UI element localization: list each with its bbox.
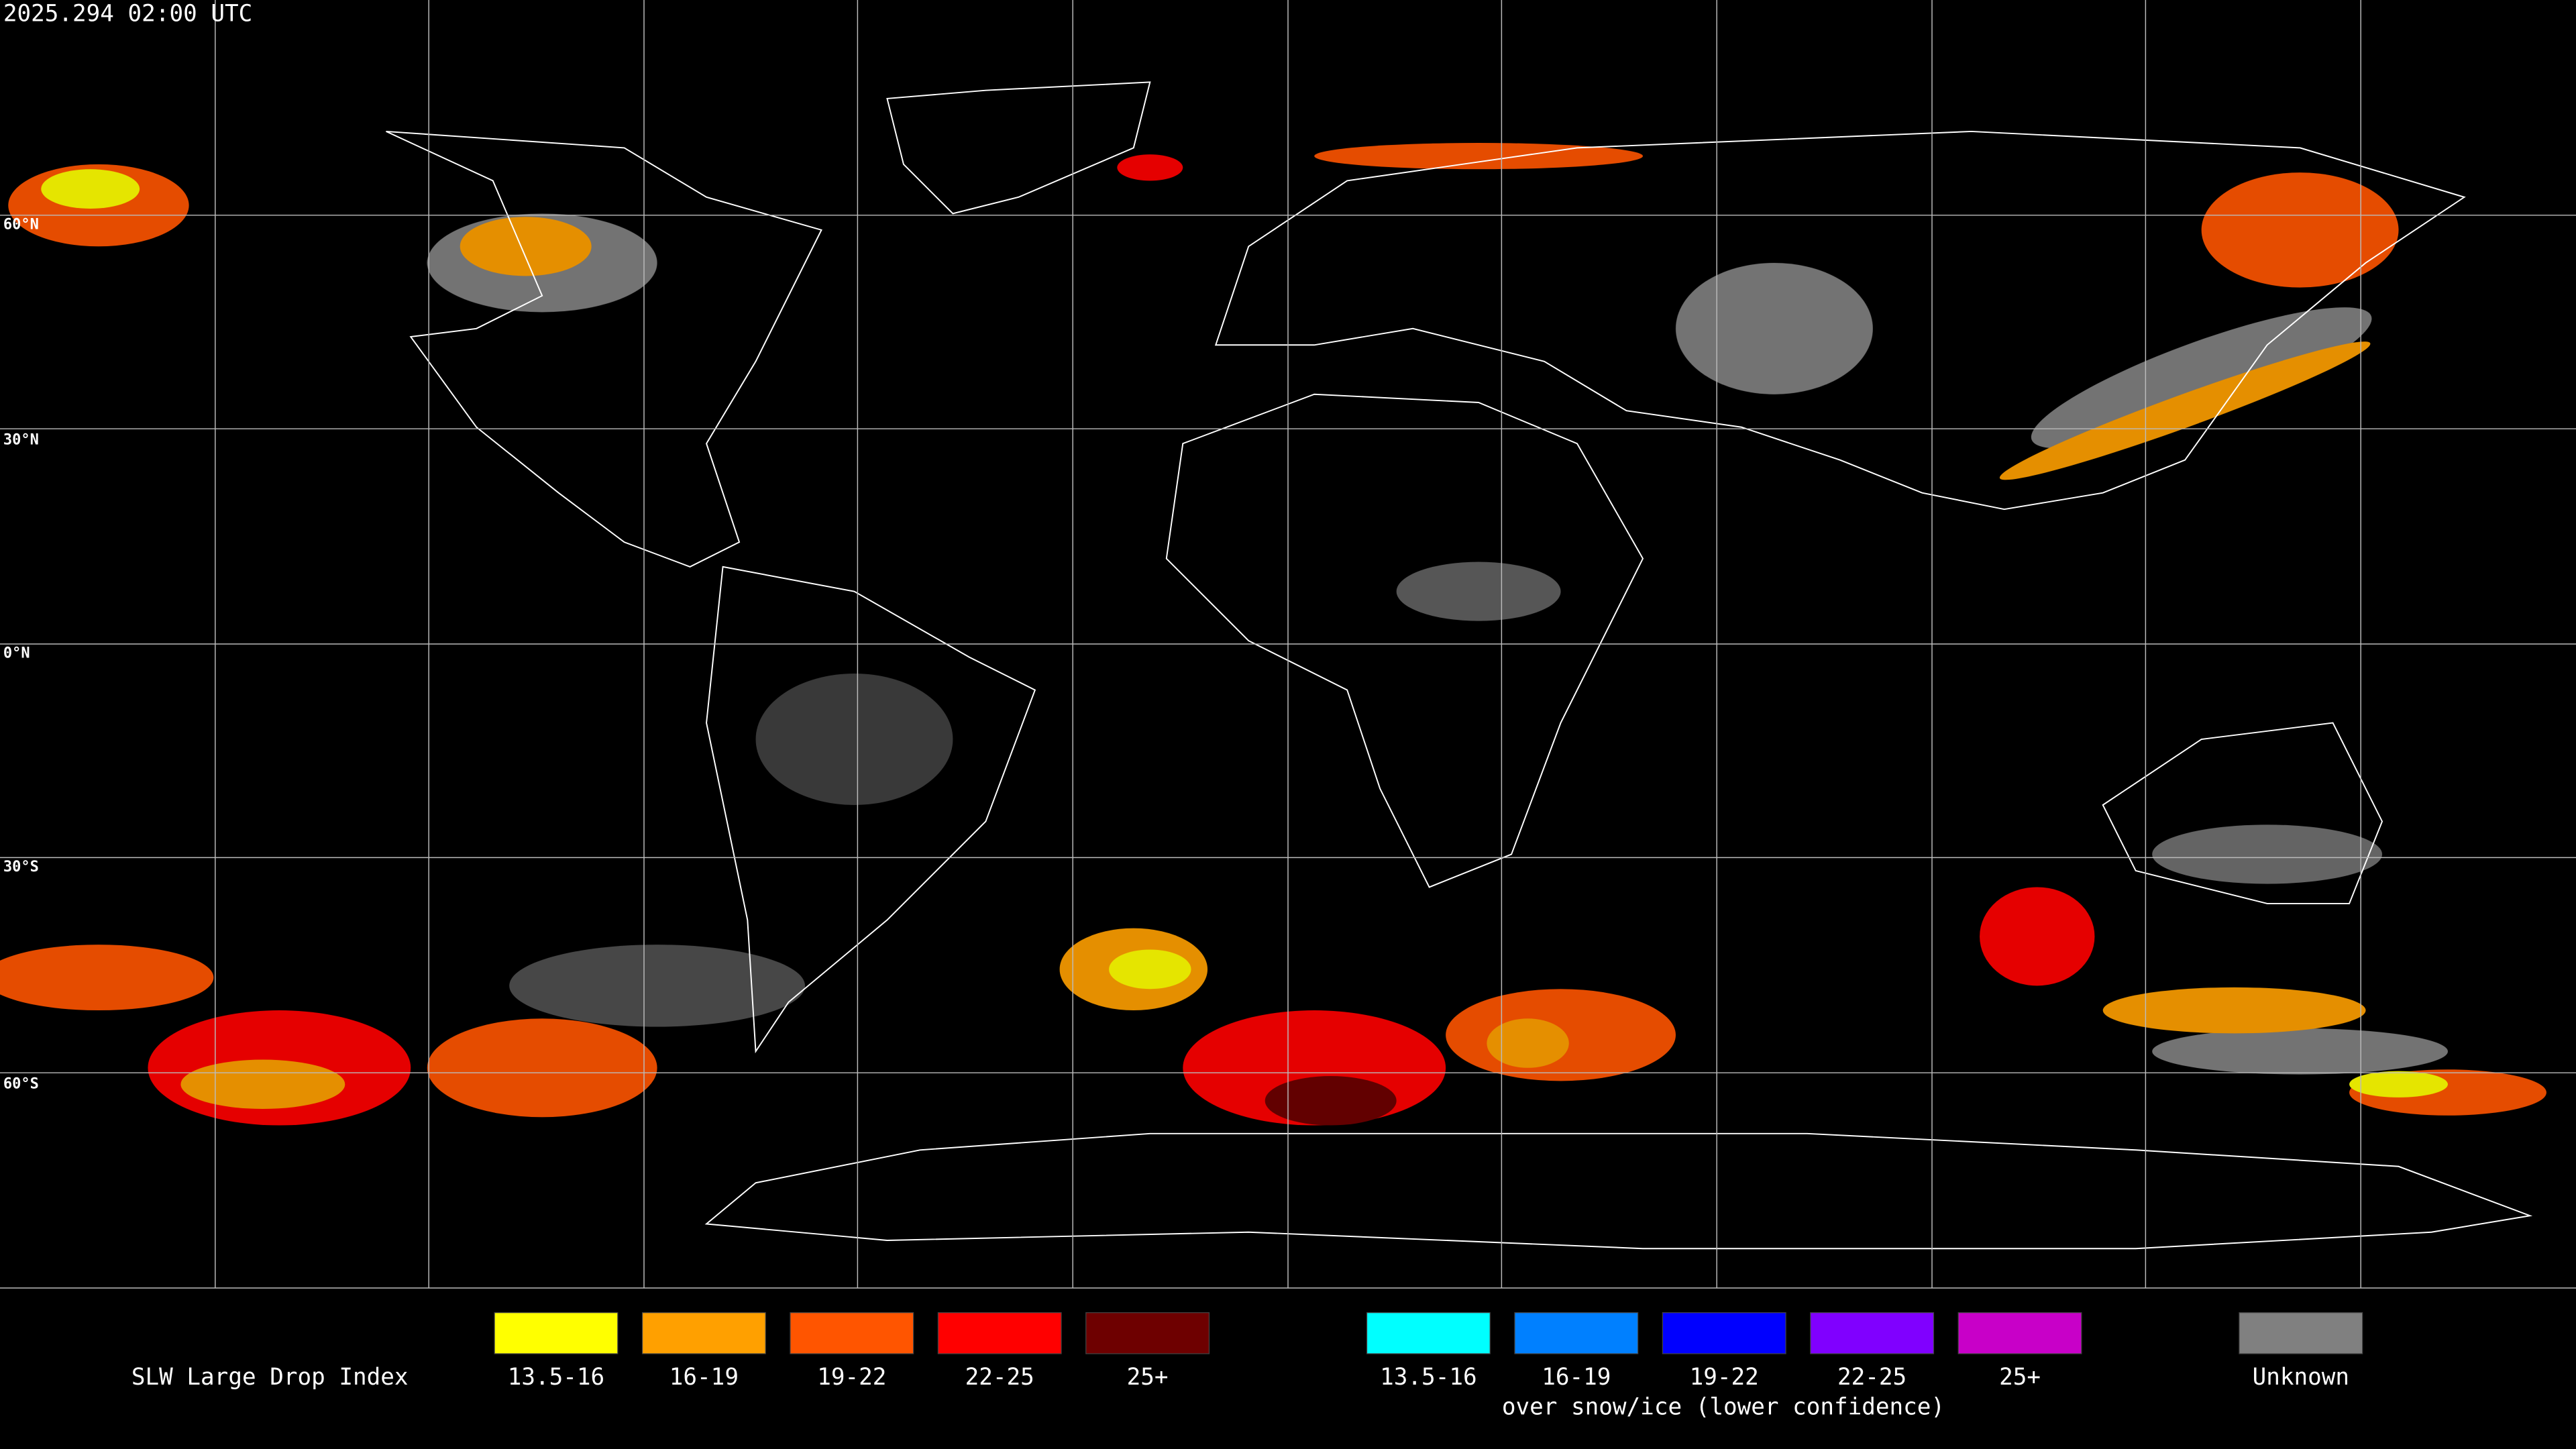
legend-label: 22-25 bbox=[965, 1364, 1034, 1391]
legend-swatch bbox=[2239, 1312, 2363, 1354]
legend-note: over snow/ice (lower confidence) bbox=[1502, 1393, 1945, 1420]
legend-label: 16-19 bbox=[1542, 1364, 1611, 1391]
legend-label: 16-19 bbox=[669, 1364, 739, 1391]
index-area bbox=[1999, 341, 2371, 480]
legend-swatch bbox=[1662, 1312, 1786, 1354]
index-area bbox=[1980, 887, 2095, 986]
unknown-area bbox=[509, 945, 805, 1027]
legend-swatch bbox=[1085, 1312, 1210, 1354]
legend-swatch bbox=[1514, 1312, 1639, 1354]
legend-swatch bbox=[790, 1312, 914, 1354]
legend-label: 13.5-16 bbox=[1380, 1364, 1477, 1391]
legend-swatch bbox=[937, 1312, 1062, 1354]
index-area bbox=[2201, 172, 2399, 288]
unknown-area bbox=[2031, 307, 2372, 449]
timestamp: 2025.294 02:00 UTC bbox=[3, 1, 252, 28]
coastline bbox=[706, 566, 1036, 1054]
legend-label: 13.5-16 bbox=[508, 1364, 604, 1391]
index-area bbox=[1117, 154, 1183, 181]
legend-swatch bbox=[1957, 1312, 2082, 1354]
coastline bbox=[886, 81, 1151, 215]
graticule bbox=[0, 0, 2576, 1289]
lat-label: 60°N bbox=[3, 217, 39, 233]
index-area bbox=[41, 169, 140, 209]
index-area bbox=[0, 945, 214, 1011]
legend-title: SLW Large Drop Index bbox=[131, 1364, 409, 1391]
lat-label: 60°S bbox=[3, 1075, 39, 1092]
legend: SLW Large Drop Index over snow/ice (lowe… bbox=[131, 1312, 2363, 1420]
index-area bbox=[2349, 1071, 2448, 1097]
unknown-area bbox=[1675, 262, 1873, 394]
coastline bbox=[386, 130, 822, 568]
legend-swatch bbox=[1810, 1312, 1935, 1354]
index-area bbox=[427, 1018, 657, 1118]
coastline bbox=[1214, 130, 2466, 511]
lat-label: 30°N bbox=[3, 431, 39, 448]
coastlines bbox=[386, 81, 2533, 1250]
unknown-area bbox=[755, 674, 953, 805]
legend-swatch bbox=[494, 1312, 619, 1354]
legend-label: 19-22 bbox=[1690, 1364, 1759, 1391]
legend-label: 25+ bbox=[1999, 1364, 2041, 1391]
unknown-area bbox=[1396, 561, 1561, 621]
index-area bbox=[1487, 1018, 1569, 1068]
index-area bbox=[1314, 143, 1643, 170]
legend-swatch bbox=[641, 1312, 766, 1354]
coastline bbox=[2102, 722, 2383, 904]
coastline bbox=[1165, 393, 1644, 888]
legend-label: Unknown bbox=[2253, 1364, 2349, 1391]
unknown-area bbox=[2152, 1028, 2448, 1075]
lat-label: 0°N bbox=[3, 645, 30, 662]
legend-label: 22-25 bbox=[1837, 1364, 1907, 1391]
data-field bbox=[0, 143, 2546, 1126]
index-area bbox=[460, 217, 592, 276]
index-area bbox=[180, 1059, 345, 1110]
index-area bbox=[2102, 987, 2366, 1034]
legend-label: 19-22 bbox=[817, 1364, 886, 1391]
legend-label: 25+ bbox=[1127, 1364, 1169, 1391]
index-area bbox=[1109, 949, 1191, 989]
index-area bbox=[1265, 1076, 1397, 1126]
legend-swatch bbox=[1366, 1312, 1491, 1354]
lat-label: 30°S bbox=[3, 859, 39, 875]
unknown-area bbox=[2152, 824, 2383, 884]
coastline bbox=[704, 1132, 2533, 1250]
